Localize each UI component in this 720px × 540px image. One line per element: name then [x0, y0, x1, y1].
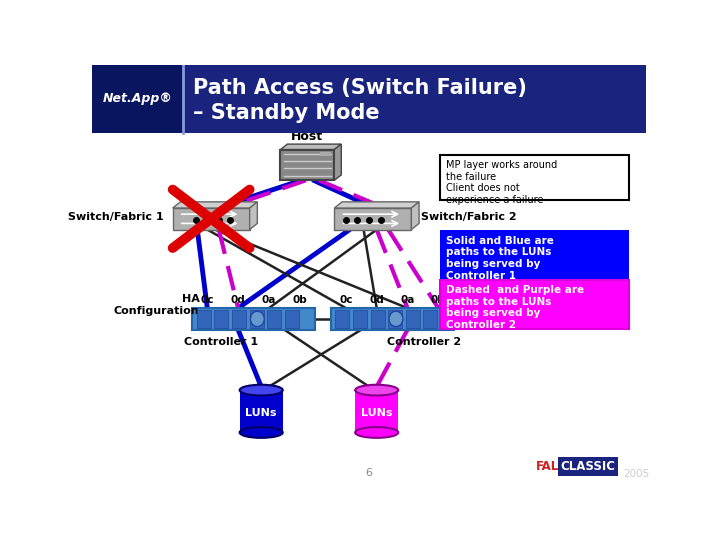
Text: HA
Configuration: HA Configuration: [114, 294, 199, 316]
Polygon shape: [334, 144, 341, 180]
Text: LUNs: LUNs: [246, 408, 277, 418]
Text: 0d: 0d: [369, 295, 384, 305]
Text: 2005: 2005: [623, 469, 649, 480]
Text: 0c: 0c: [339, 295, 353, 305]
FancyBboxPatch shape: [267, 309, 281, 328]
FancyBboxPatch shape: [423, 309, 437, 328]
FancyBboxPatch shape: [388, 309, 402, 328]
Text: 0b: 0b: [431, 295, 446, 305]
Text: CLASSIC: CLASSIC: [560, 460, 616, 473]
FancyBboxPatch shape: [240, 390, 283, 433]
Text: Host: Host: [292, 130, 323, 143]
Ellipse shape: [389, 311, 403, 327]
Text: Solid and Blue are
paths to the LUNs
being served by
Controller 1: Solid and Blue are paths to the LUNs bei…: [446, 236, 554, 281]
Text: Controller 1: Controller 1: [184, 338, 258, 347]
FancyBboxPatch shape: [440, 231, 629, 280]
FancyBboxPatch shape: [197, 309, 211, 328]
Polygon shape: [281, 144, 341, 150]
Text: Net.App®: Net.App®: [102, 92, 172, 105]
FancyBboxPatch shape: [406, 309, 420, 328]
Polygon shape: [173, 202, 257, 208]
Text: MP layer works around
the failure
Client does not
experience a failure: MP layer works around the failure Client…: [446, 160, 557, 205]
FancyBboxPatch shape: [232, 309, 246, 328]
FancyBboxPatch shape: [330, 308, 454, 330]
Polygon shape: [250, 202, 257, 230]
Text: Switch/Fabric 1: Switch/Fabric 1: [68, 212, 163, 222]
FancyBboxPatch shape: [250, 309, 264, 328]
FancyBboxPatch shape: [336, 309, 349, 328]
FancyBboxPatch shape: [92, 65, 183, 132]
Text: Controller 2: Controller 2: [387, 338, 462, 347]
FancyBboxPatch shape: [440, 155, 629, 200]
Text: 0a: 0a: [261, 295, 276, 305]
Text: Switch/Fabric 2: Switch/Fabric 2: [420, 212, 516, 222]
Polygon shape: [334, 202, 419, 208]
Text: LUNs: LUNs: [361, 408, 392, 418]
Text: 0b: 0b: [292, 295, 307, 305]
Text: Path Access (Switch Failure): Path Access (Switch Failure): [194, 78, 527, 98]
Text: Dashed  and Purple are
paths to the LUNs
being served by
Controller 2: Dashed and Purple are paths to the LUNs …: [446, 285, 584, 330]
Text: 6: 6: [366, 468, 372, 478]
Ellipse shape: [240, 384, 283, 395]
Polygon shape: [411, 202, 419, 230]
FancyBboxPatch shape: [334, 208, 411, 230]
FancyBboxPatch shape: [371, 309, 384, 328]
FancyBboxPatch shape: [353, 309, 367, 328]
Text: FALL: FALL: [536, 460, 567, 473]
FancyBboxPatch shape: [173, 208, 250, 230]
FancyBboxPatch shape: [92, 65, 647, 132]
FancyBboxPatch shape: [320, 152, 331, 156]
Ellipse shape: [355, 384, 398, 395]
Ellipse shape: [355, 427, 398, 438]
Text: 0c: 0c: [201, 295, 214, 305]
FancyBboxPatch shape: [281, 150, 334, 180]
Text: – Standby Mode: – Standby Mode: [194, 103, 380, 123]
Text: 0a: 0a: [400, 295, 415, 305]
FancyBboxPatch shape: [355, 390, 398, 433]
FancyBboxPatch shape: [440, 280, 629, 329]
Ellipse shape: [251, 311, 264, 327]
Ellipse shape: [240, 427, 283, 438]
FancyBboxPatch shape: [215, 309, 228, 328]
FancyBboxPatch shape: [192, 308, 315, 330]
FancyBboxPatch shape: [92, 132, 647, 481]
FancyBboxPatch shape: [285, 309, 299, 328]
Text: 0d: 0d: [230, 295, 246, 305]
